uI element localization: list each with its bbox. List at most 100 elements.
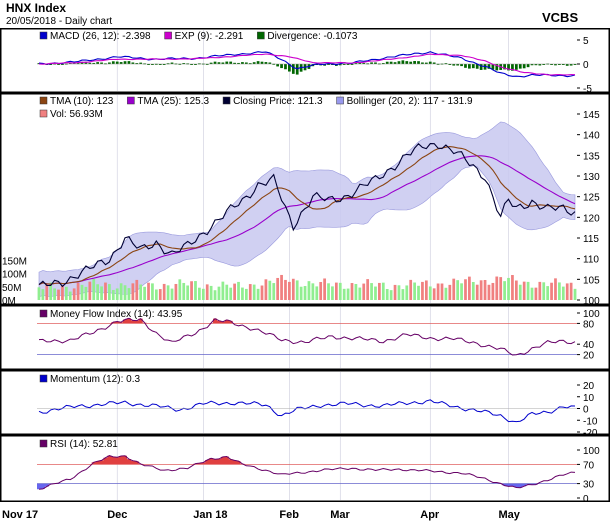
rsi-tick-label: 100	[583, 446, 600, 457]
volume-bar	[92, 279, 96, 300]
volume-bar	[276, 277, 280, 300]
divergence-bar	[507, 64, 510, 71]
divergence-bar	[108, 62, 111, 64]
price-tick-label: 135	[583, 151, 600, 162]
x-axis-label: Feb	[279, 509, 299, 521]
volume-bar	[170, 288, 174, 300]
volume-bar	[244, 288, 248, 300]
divergence-bar	[346, 64, 350, 65]
volume-bar	[68, 291, 72, 300]
x-axis-label: Dec	[107, 509, 127, 521]
divergence-bar	[475, 64, 479, 69]
volume-bar	[358, 287, 362, 300]
volume-bar	[550, 282, 553, 300]
volume-bar	[268, 280, 272, 300]
volume-bar	[370, 283, 373, 300]
volume-bar	[88, 281, 92, 300]
volume-bar	[342, 288, 346, 300]
chart-title: HNX Index	[6, 1, 66, 15]
divergence-bar	[342, 63, 346, 65]
rsi-tick-label: 30	[583, 480, 595, 491]
price-swatch	[39, 96, 48, 105]
volume-bar	[424, 280, 428, 300]
divergence-bar	[518, 64, 522, 69]
price-legend-text: Closing Price: 121.3	[233, 96, 323, 107]
volume-bar	[237, 281, 240, 300]
volume-bar	[409, 279, 413, 300]
volume-bar	[151, 283, 154, 300]
volume-bar	[350, 283, 354, 300]
volume-bar	[491, 282, 495, 300]
volume-bar	[299, 286, 303, 300]
divergence-bar	[565, 64, 569, 66]
divergence-bar	[248, 63, 252, 65]
volume-bar	[100, 286, 103, 300]
momentum-tick-label: 0	[583, 405, 589, 416]
divergence-bar	[405, 61, 409, 64]
chart-subtitle: 20/05/2018 - Daily chart	[6, 16, 112, 27]
volume-bar	[295, 280, 299, 300]
volume-bar	[131, 283, 135, 300]
divergence-bar	[268, 62, 272, 64]
brand-label: VCBS	[542, 10, 578, 25]
macd-swatch	[257, 31, 265, 40]
volume-bar	[483, 279, 487, 300]
divergence-bar	[213, 61, 217, 64]
divergence-bar	[530, 64, 534, 66]
volume-bar	[334, 282, 338, 300]
price-tick-label: 115	[583, 234, 599, 245]
divergence-bar	[170, 62, 174, 64]
divergence-bar	[421, 62, 424, 64]
divergence-bar	[57, 64, 60, 65]
volume-bar	[217, 286, 221, 300]
momentum-swatch	[39, 374, 48, 383]
momentum-tick-label: 10	[583, 393, 595, 404]
volume-bar	[554, 278, 557, 300]
divergence-bar	[178, 63, 182, 65]
mfi-tick-label: 100	[583, 309, 600, 320]
volume-bar	[256, 288, 260, 300]
divergence-bar	[413, 61, 416, 64]
divergence-bar	[428, 61, 432, 64]
mfi-line	[38, 317, 576, 356]
divergence-bar	[561, 64, 565, 65]
volume-bar	[111, 289, 115, 300]
volume-bar	[221, 281, 225, 300]
volume-bar	[76, 282, 80, 300]
divergence-bar	[393, 62, 397, 64]
volume-bar	[389, 290, 393, 300]
divergence-bar	[127, 61, 131, 64]
volume-bar	[53, 288, 56, 300]
volume-bar	[264, 279, 268, 300]
macd-legend-text: MACD (26, 12): -2.398	[50, 31, 151, 42]
volume-bar	[565, 283, 569, 300]
divergence-bar	[464, 64, 467, 68]
volume-bar	[561, 286, 565, 300]
divergence-bar	[542, 64, 546, 65]
divergence-bar	[147, 64, 150, 65]
price-legend-text: TMA (10): 123	[50, 96, 114, 107]
divergence-bar	[522, 64, 526, 69]
volume-bar	[49, 282, 53, 300]
volume-bar	[123, 285, 127, 300]
divergence-bar	[374, 62, 377, 64]
divergence-bar	[244, 62, 248, 64]
divergence-bar	[331, 64, 334, 66]
volume-bar	[518, 284, 522, 300]
divergence-bar	[417, 61, 420, 64]
volume-bar	[291, 278, 295, 300]
price-swatch	[127, 96, 135, 105]
divergence-bar	[233, 62, 236, 64]
volume-bar	[323, 278, 326, 300]
divergence-bar	[162, 64, 166, 65]
divergence-bar	[338, 64, 342, 66]
price-legend-text: Bollinger (20, 2): 117 - 131.9	[347, 96, 473, 107]
divergence-bar	[511, 64, 514, 71]
volume-bar	[401, 289, 405, 300]
momentum-tick-label: 20	[583, 381, 595, 392]
divergence-bar	[362, 63, 366, 65]
divergence-bar	[111, 61, 115, 64]
momentum-line	[38, 399, 576, 423]
divergence-bar	[432, 62, 436, 64]
divergence-bar	[479, 64, 483, 70]
